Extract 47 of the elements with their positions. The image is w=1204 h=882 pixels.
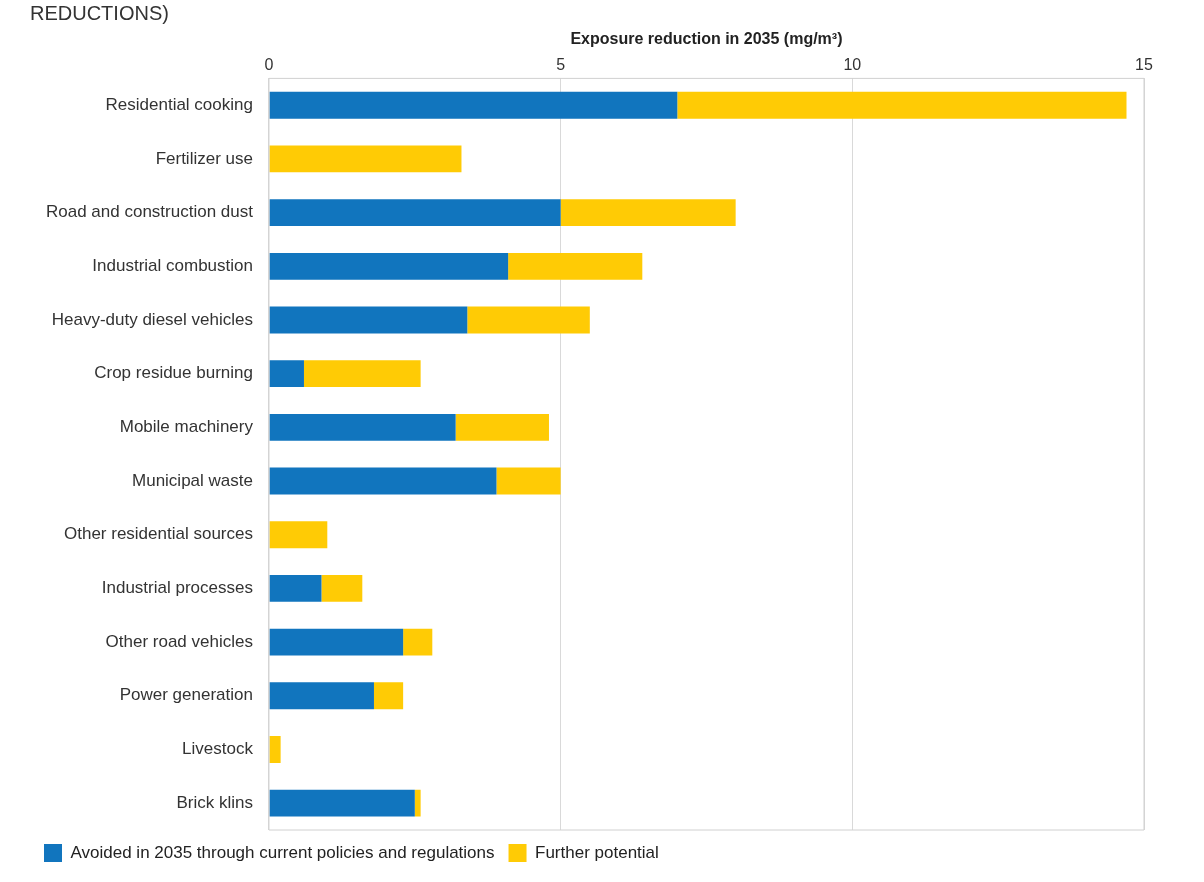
bar	[269, 145, 462, 173]
bar	[677, 91, 1127, 119]
bar	[269, 521, 328, 549]
y-tick-label: Mobile machinery	[119, 417, 254, 437]
y-tick-label: Municipal waste	[132, 470, 253, 490]
bar	[496, 467, 561, 495]
bar	[373, 682, 404, 710]
bar	[269, 252, 509, 280]
bar	[560, 199, 736, 227]
y-tick-label: Crop residue burning	[94, 363, 253, 383]
bar	[269, 789, 415, 817]
bar	[269, 574, 322, 602]
bar	[269, 736, 281, 763]
y-tick-label: Other residential sources	[63, 524, 253, 544]
bar	[455, 413, 549, 441]
y-tick-label: Power generation	[119, 685, 253, 705]
y-tick-label: Livestock	[182, 739, 254, 759]
y-tick-label: Heavy-duty diesel vehicles	[51, 309, 253, 329]
bar	[269, 199, 561, 227]
y-tick-label: Fertilizer use	[155, 148, 253, 168]
bar	[269, 306, 468, 334]
bar	[467, 306, 590, 334]
y-tick-label: Industrial processes	[101, 578, 253, 598]
text: REDUCTIONS)	[30, 1, 169, 24]
bar	[269, 360, 304, 388]
bar	[269, 467, 497, 495]
y-tick-label: Residential cooking	[105, 94, 253, 114]
legend-label: Further potential	[535, 842, 659, 862]
y-tick-label: Other road vehicles	[105, 631, 253, 651]
bar	[269, 91, 678, 119]
y-tick-label: Road and construction dust	[45, 202, 254, 222]
bar	[269, 628, 404, 656]
y-tick-label: Brick klins	[176, 792, 253, 812]
x-tick-label: 5	[556, 56, 566, 74]
bar	[303, 360, 421, 388]
bar	[269, 682, 374, 710]
bar	[321, 574, 363, 602]
bar	[403, 628, 433, 656]
y-tick-label: Industrial combustion	[92, 255, 253, 275]
x-tick-label: 15	[1135, 56, 1153, 74]
x-axis-title: Exposure reduction in 2035 (mg/m³)	[570, 30, 843, 48]
legend-label: Avoided in 2035 through current policies and regulations	[70, 842, 495, 862]
bar	[508, 252, 643, 280]
x-tick-label: 10	[843, 56, 862, 74]
x-tick-label: 0	[264, 56, 274, 74]
bar	[269, 413, 456, 441]
bar	[414, 789, 421, 817]
